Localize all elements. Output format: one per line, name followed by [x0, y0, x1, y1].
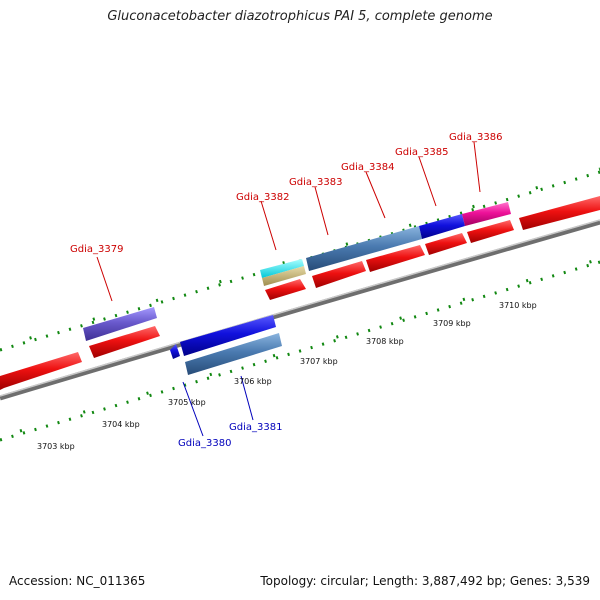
cds-arrow[interactable]	[425, 233, 467, 255]
kbp-label: 3705 kbp	[168, 398, 206, 407]
kbp-label: 3703 kbp	[37, 442, 75, 451]
accession-text: Accession: NC_011365	[9, 574, 146, 588]
cds-arrow[interactable]	[366, 245, 425, 272]
gene-gdia-3379[interactable]	[83, 307, 157, 341]
gene-gdia-3380[interactable]	[180, 315, 276, 356]
gene-label-gdia-3380[interactable]: Gdia_3380	[178, 438, 231, 449]
gene-gdia-3381[interactable]	[185, 333, 282, 375]
cds-arrow[interactable]	[265, 279, 306, 300]
upper-tick-band	[0, 167, 600, 352]
genome-backbone	[0, 219, 600, 401]
cds-arrow[interactable]	[519, 196, 600, 230]
cds-arrow[interactable]	[312, 261, 366, 288]
major-ticks	[19, 167, 600, 343]
gene-label-gdia-3384[interactable]: Gdia_3384	[341, 162, 394, 173]
cds-arrow[interactable]	[0, 352, 82, 390]
kbp-label: 3707 kbp	[300, 357, 338, 366]
genome-summary-text: Topology: circular; Length: 3,887,492 bp…	[260, 574, 590, 588]
minor-ticks	[0, 260, 600, 442]
kbp-label: 3708 kbp	[366, 337, 404, 346]
gene-label-gdia-3385[interactable]: Gdia_3385	[395, 147, 448, 158]
cds-arrow[interactable]	[89, 326, 160, 358]
gene-label-gdia-3381[interactable]: Gdia_3381	[229, 422, 282, 433]
gene-labels: Gdia_3379 Gdia_3382 Gdia_3383 Gdia_3384 …	[70, 132, 502, 449]
gene-label-gdia-3383[interactable]: Gdia_3383	[289, 177, 342, 188]
lower-tick-band	[0, 257, 600, 442]
gene-gdia-3380-small[interactable]	[170, 344, 180, 359]
kbp-label: 3710 kbp	[499, 301, 537, 310]
gene-label-gdia-3382[interactable]: Gdia_3382	[236, 192, 289, 203]
gene-gdia-3382[interactable]	[260, 259, 304, 278]
gene-label-gdia-3386[interactable]: Gdia_3386	[449, 132, 502, 143]
cds-features	[0, 196, 600, 390]
cds-arrow[interactable]	[467, 220, 514, 243]
gene-gdia-3386[interactable]	[462, 202, 511, 226]
gene-label-gdia-3379[interactable]: Gdia_3379	[70, 244, 123, 255]
gene-gdia-3382-khaki[interactable]	[262, 266, 306, 286]
kbp-label: 3709 kbp	[433, 319, 471, 328]
gene-gdia-3383-3384[interactable]	[306, 226, 422, 271]
map-title: Gluconacetobacter diazotrophicus PAI 5, …	[107, 9, 493, 24]
kbp-label: 3706 kbp	[234, 377, 272, 386]
kbp-scale-labels: 3703 kbp 3704 kbp 3705 kbp 3706 kbp 3707…	[37, 301, 537, 451]
gene-leader-lines	[96, 141, 481, 437]
gene-gdia-3385[interactable]	[419, 214, 465, 239]
kbp-label: 3704 kbp	[102, 420, 140, 429]
gene-features	[83, 202, 511, 375]
